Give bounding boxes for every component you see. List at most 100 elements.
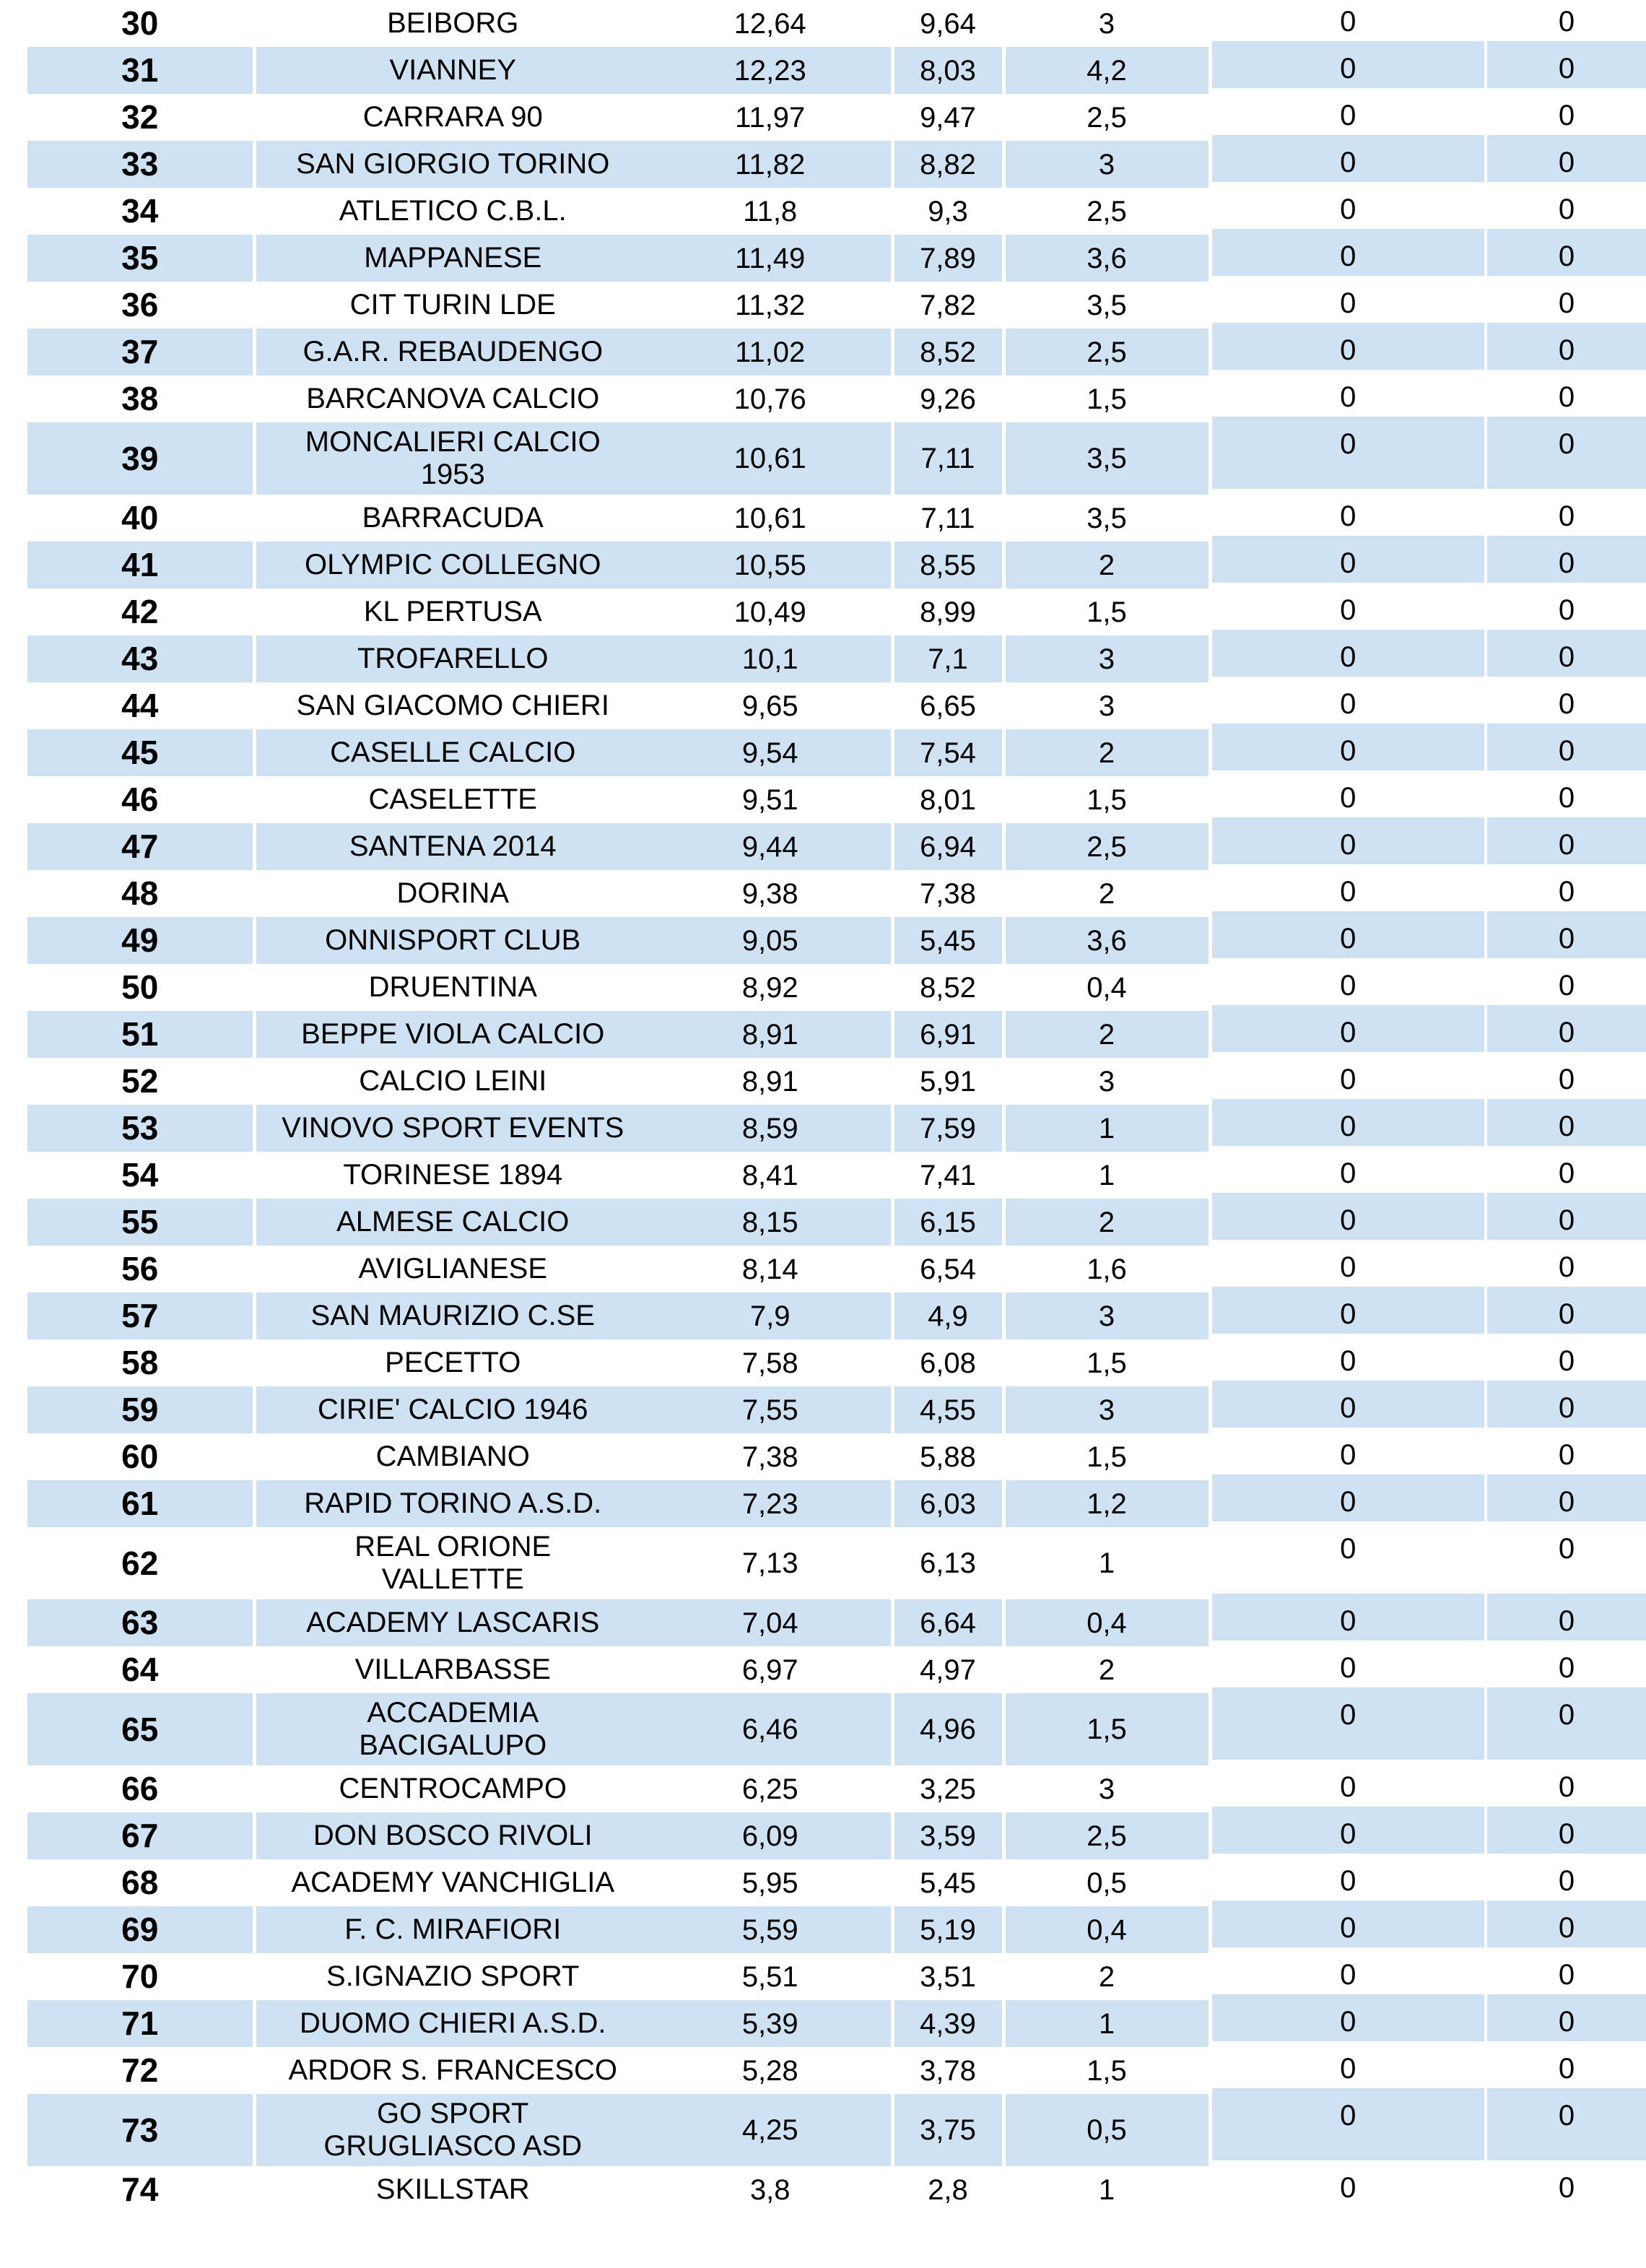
rank-cell: 36 (27, 282, 256, 329)
team-name-cell: BEIBORG (254, 0, 650, 47)
rank-cell: 59 (27, 1386, 256, 1433)
value1-cell: 9,65 (650, 682, 894, 729)
value1-cell: 7,04 (650, 1599, 894, 1646)
zero2-cell: 0 (1486, 770, 1646, 823)
value3-cell: 1,5 (1003, 1339, 1212, 1386)
value3-cell: 1 (1003, 2166, 1212, 2213)
value1-cell: 9,51 (650, 776, 894, 823)
table-row: 42 KL PERTUSA 10,49 8,99 1,5 0 0 (27, 583, 1646, 635)
zero1-cell: 0 (1210, 0, 1487, 47)
rank-cell: 61 (27, 1480, 256, 1527)
zero1-cell: 0 (1210, 536, 1487, 588)
table-row: 34 ATLETICO C.B.L. 11,8 9,3 2,5 0 0 (27, 182, 1646, 235)
zero1-cell: 0 (1210, 1287, 1487, 1339)
rank-cell: 35 (27, 235, 256, 282)
table-row: 68 ACADEMY VANCHIGLIA 5,95 5,45 0,5 0 0 (27, 1854, 1646, 1906)
value3-cell: 0,5 (1003, 1859, 1212, 1906)
value3-cell: 2,5 (1003, 823, 1212, 870)
table-row: 61 RAPID TORINO A.S.D. 7,23 6,03 1,2 0 0 (27, 1474, 1646, 1527)
zero1-cell: 0 (1210, 1900, 1487, 1953)
zero2-cell: 0 (1486, 817, 1646, 870)
table-row: 73 GO SPORT GRUGLIASCO ASD 4,25 3,75 0,5 0 0 (27, 2088, 1646, 2166)
value2-cell: 6,08 (892, 1339, 1006, 1386)
team-name-cell: MONCALIERI CALCIO 1953 (254, 422, 650, 495)
rank-cell: 48 (27, 870, 256, 917)
value3-cell: 2 (1003, 1011, 1212, 1058)
table-row: 48 DORINA 9,38 7,38 2 0 0 (27, 864, 1646, 917)
zero2-cell: 0 (1486, 417, 1646, 495)
rank-cell: 69 (27, 1906, 256, 1953)
zero2-cell: 0 (1486, 41, 1646, 94)
zero1-cell: 0 (1210, 2088, 1487, 2166)
team-name-cell: ACCADEMIA BACIGALUPO (254, 1693, 650, 1765)
value3-cell: 3 (1003, 1765, 1212, 1812)
value3-cell: 2 (1003, 1199, 1212, 1246)
zero1-cell: 0 (1210, 1994, 1487, 2047)
value1-cell: 10,76 (650, 375, 894, 422)
team-name-cell: KL PERTUSA (254, 588, 650, 635)
value2-cell: 3,78 (892, 2047, 1006, 2094)
table-row: 30 BEIBORG 12,64 9,64 3 0 0 (27, 0, 1646, 47)
value1-cell: 8,14 (650, 1246, 894, 1292)
value2-cell: 5,88 (892, 1433, 1006, 1480)
value2-cell: 7,54 (892, 729, 1006, 776)
value1-cell: 4,25 (650, 2094, 894, 2166)
value1-cell: 5,28 (650, 2047, 894, 2094)
value2-cell: 4,9 (892, 1292, 1006, 1339)
zero1-cell: 0 (1210, 1854, 1487, 1906)
table-row: 55 ALMESE CALCIO 8,15 6,15 2 0 0 (27, 1193, 1646, 1246)
zero2-cell: 0 (1486, 630, 1646, 682)
team-name-cell: BEPPE VIOLA CALCIO (254, 1011, 650, 1058)
rank-cell: 46 (27, 776, 256, 823)
value2-cell: 5,91 (892, 1058, 1006, 1105)
zero1-cell: 0 (1210, 724, 1487, 776)
value3-cell: 3 (1003, 682, 1212, 729)
value2-cell: 9,64 (892, 0, 1006, 47)
value3-cell: 2,5 (1003, 329, 1212, 375)
value3-cell: 3 (1003, 1386, 1212, 1433)
rank-cell: 31 (27, 47, 256, 94)
value3-cell: 3,6 (1003, 235, 1212, 282)
zero1-cell: 0 (1210, 911, 1487, 964)
value3-cell: 2,5 (1003, 94, 1212, 141)
table-row: 63 ACADEMY LASCARIS 7,04 6,64 0,4 0 0 (27, 1594, 1646, 1646)
zero2-cell: 0 (1486, 2041, 1646, 2094)
value2-cell: 2,8 (892, 2166, 1006, 2213)
value2-cell: 7,1 (892, 635, 1006, 682)
team-name-cell: DRUENTINA (254, 964, 650, 1011)
team-name-cell: CASELETTE (254, 776, 650, 823)
zero2-cell: 0 (1486, 1641, 1646, 1693)
rank-cell: 49 (27, 917, 256, 964)
value3-cell: 1,2 (1003, 1480, 1212, 1527)
rank-cell: 30 (27, 0, 256, 47)
rank-cell: 66 (27, 1765, 256, 1812)
zero1-cell: 0 (1210, 88, 1487, 141)
value1-cell: 10,61 (650, 422, 894, 495)
value1-cell: 10,49 (650, 588, 894, 635)
zero1-cell: 0 (1210, 2041, 1487, 2094)
value1-cell: 8,15 (650, 1199, 894, 1246)
zero2-cell: 0 (1486, 1854, 1646, 1906)
zero1-cell: 0 (1210, 1641, 1487, 1693)
team-name-cell: ATLETICO C.B.L. (254, 188, 650, 235)
table-row: 54 TORINESE 1894 8,41 7,41 1 0 0 (27, 1146, 1646, 1199)
zero1-cell: 0 (1210, 182, 1487, 235)
value1-cell: 6,09 (650, 1812, 894, 1859)
zero2-cell: 0 (1486, 1193, 1646, 1246)
rank-cell: 51 (27, 1011, 256, 1058)
zero1-cell: 0 (1210, 1334, 1487, 1386)
value3-cell: 2 (1003, 1646, 1212, 1693)
team-name-cell: SAN GIACOMO CHIERI (254, 682, 650, 729)
zero1-cell: 0 (1210, 1807, 1487, 1859)
team-name-cell: TROFARELLO (254, 635, 650, 682)
zero2-cell: 0 (1486, 1807, 1646, 1859)
value1-cell: 7,13 (650, 1527, 894, 1599)
zero1-cell: 0 (1210, 1687, 1487, 1765)
value3-cell: 2 (1003, 542, 1212, 588)
value3-cell: 2,5 (1003, 1812, 1212, 1859)
value1-cell: 11,8 (650, 188, 894, 235)
team-name-cell: MAPPANESE (254, 235, 650, 282)
value2-cell: 6,64 (892, 1599, 1006, 1646)
zero1-cell: 0 (1210, 864, 1487, 917)
zero2-cell: 0 (1486, 1428, 1646, 1480)
